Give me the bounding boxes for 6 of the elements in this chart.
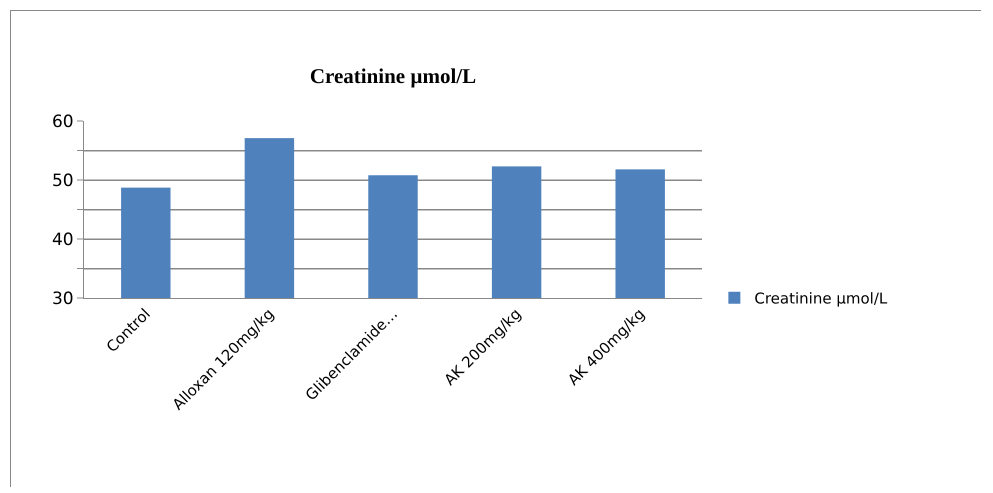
- y-tick-label: 60: [52, 112, 74, 132]
- y-tick-label: 40: [52, 230, 74, 250]
- y-tick-label: 30: [52, 288, 74, 309]
- y-tick-label: 50: [52, 170, 74, 191]
- legend-label: Creatinine µmol/L: [754, 290, 888, 308]
- chart-title: Creatinine µmol/L: [310, 64, 476, 88]
